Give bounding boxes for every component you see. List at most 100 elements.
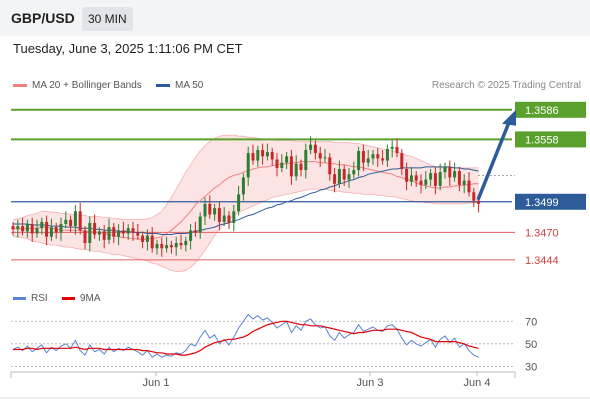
legend-item-9ma: 9MA <box>62 293 101 304</box>
candle-body <box>376 154 380 159</box>
candle-body <box>59 223 63 233</box>
level-label-1: 1.3558 <box>525 134 559 146</box>
candle-body <box>453 171 457 178</box>
candle-body <box>294 163 298 177</box>
candle-body <box>88 222 92 243</box>
candle-body <box>198 216 202 233</box>
candle-body <box>265 152 269 157</box>
candle-body <box>237 194 241 212</box>
candle-body <box>121 230 125 234</box>
candle-body <box>179 243 183 246</box>
candle-body <box>390 146 394 149</box>
bollinger-lower-line <box>13 188 479 272</box>
rsi-tick-label-2: 30 <box>525 361 537 373</box>
candle-body <box>241 177 245 195</box>
candle-body <box>270 152 274 160</box>
candle-body <box>477 200 481 204</box>
legend-item-ma50: MA 50 <box>156 80 203 91</box>
candle-body <box>150 235 154 249</box>
candle-body <box>11 226 15 230</box>
candle-body <box>438 172 442 186</box>
candle-body <box>83 230 87 243</box>
candle-body <box>107 227 111 240</box>
candle-body <box>347 174 351 180</box>
candle-body <box>251 153 255 161</box>
candle-body <box>78 211 82 231</box>
candle-body <box>232 211 236 223</box>
legend-label-rsi: RSI <box>31 293 48 304</box>
x-tick-label-2: Jun 4 <box>464 377 491 389</box>
candle-body <box>467 180 471 193</box>
level-label-3: 1.3470 <box>525 227 559 239</box>
candle-body <box>409 175 413 182</box>
candle-body <box>30 223 34 234</box>
symbol-title: GBP/USD <box>11 10 75 26</box>
candle-body <box>155 244 159 249</box>
level-tag-1 <box>515 131 586 148</box>
rsi-tick-label-1: 50 <box>525 339 537 351</box>
level-tag-2 <box>515 193 586 210</box>
candle-body <box>381 158 385 161</box>
candle-body <box>213 208 217 215</box>
candle-body <box>64 219 68 224</box>
candle-body <box>309 144 313 150</box>
candle-body <box>366 158 370 163</box>
candle-body <box>337 169 341 184</box>
candle-body <box>136 232 140 236</box>
candle-body <box>126 228 130 234</box>
candle-body <box>357 151 361 171</box>
timeframe-button[interactable]: 30 MIN <box>82 7 133 31</box>
candle-body <box>174 243 178 248</box>
candle-body <box>102 231 106 240</box>
candle-body <box>112 227 116 237</box>
candle-body <box>184 240 188 246</box>
candle-body <box>193 230 197 233</box>
rsi-ma9-line <box>13 320 479 356</box>
candle-body <box>69 219 73 227</box>
candle-body <box>419 180 423 185</box>
forecast-arrow-shaft <box>476 119 512 201</box>
candle-body <box>97 231 101 235</box>
level-label-0: 1.3586 <box>525 105 559 117</box>
rsi-tick-label-0: 70 <box>525 316 537 328</box>
candle-body <box>261 149 265 157</box>
candle-body <box>141 235 145 242</box>
candle-body <box>333 174 337 184</box>
candle-body <box>49 227 53 237</box>
candle-body <box>165 245 169 249</box>
candle-body <box>275 159 279 168</box>
candle-body <box>54 227 58 233</box>
candle-body <box>285 156 289 163</box>
candle-body <box>227 215 231 223</box>
candle-body <box>131 228 135 233</box>
candle-body <box>405 169 409 182</box>
candle-body <box>93 222 97 235</box>
ma50-swatch <box>156 83 170 87</box>
candle-body <box>222 215 226 222</box>
candle-body <box>189 230 193 241</box>
legend-label-9ma: 9MA <box>80 293 101 304</box>
candle-body <box>169 245 173 248</box>
chart-datetime: Tuesday, June 3, 2025 1:11:06 PM CET <box>13 41 243 56</box>
candle-body <box>361 151 365 163</box>
candle-body <box>472 192 476 201</box>
credit-text: Research © 2025 Trading Central <box>431 80 581 91</box>
candle-body <box>424 179 428 185</box>
forecast-arrow-head <box>502 109 516 126</box>
candle-body <box>45 221 49 237</box>
level-label-4: 1.3444 <box>525 255 559 267</box>
candle-body <box>299 163 303 171</box>
candle-body <box>395 146 399 154</box>
bollinger-upper-line <box>12 134 479 221</box>
candle-body <box>371 154 375 159</box>
candle-body <box>318 153 322 159</box>
candle-body <box>256 149 260 161</box>
legend-label-ma20: MA 20 + Bollinger Bands <box>32 80 142 91</box>
candle-body <box>145 235 149 242</box>
candle-body <box>429 173 433 180</box>
candle-body <box>40 221 44 229</box>
candle-body <box>203 203 207 217</box>
candle-body <box>443 166 447 173</box>
candle-body <box>208 203 212 215</box>
